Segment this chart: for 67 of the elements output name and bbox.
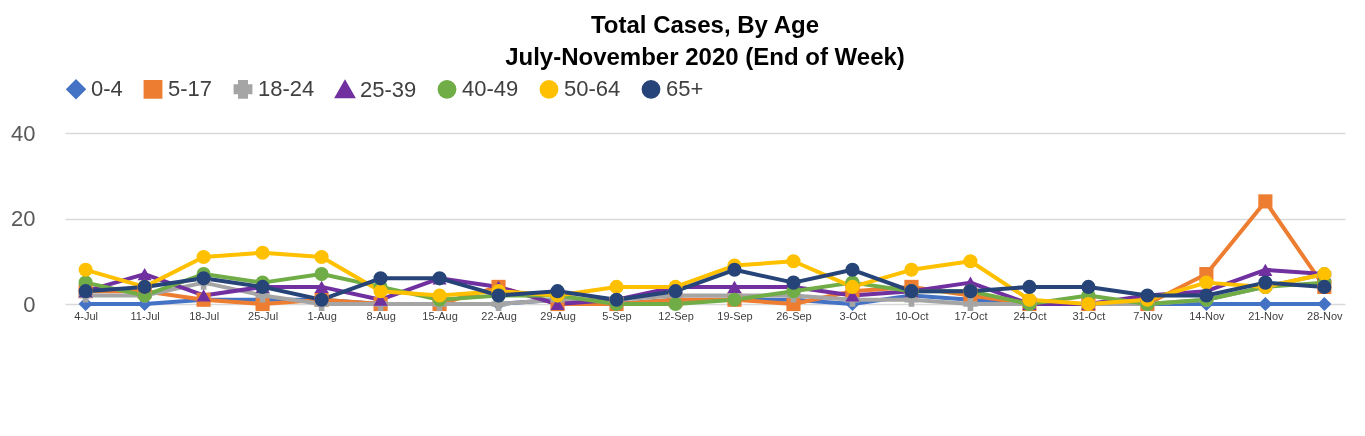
point — [196, 249, 211, 265]
x-tick-label: 26-Sep — [776, 309, 812, 322]
chart-subtitle: July-November 2020 (End of Week) — [505, 43, 905, 70]
x-tick-label: 14-Nov — [1189, 309, 1226, 322]
point — [963, 296, 978, 312]
point — [1258, 275, 1273, 290]
point — [314, 249, 329, 265]
point — [1081, 279, 1096, 294]
x-tick-label: 29-Aug — [540, 309, 576, 322]
point — [845, 279, 860, 294]
point — [1258, 296, 1273, 312]
point — [1022, 292, 1037, 307]
x-tick-label: 8-Aug — [366, 309, 396, 322]
x-tick-label: 10-Oct — [895, 309, 929, 322]
point — [137, 267, 152, 281]
point — [609, 279, 624, 294]
legend-label: 18-24 — [258, 76, 315, 102]
point — [432, 288, 447, 303]
point — [786, 275, 801, 290]
x-tick-label: 12-Sep — [658, 309, 694, 322]
x-tick-label: 21-Nov — [1248, 309, 1285, 322]
point — [963, 254, 978, 269]
point — [1258, 263, 1273, 276]
point — [845, 262, 860, 277]
x-tick-label: 17-Oct — [954, 309, 988, 322]
x-tick-label: 31-Oct — [1072, 309, 1106, 322]
x-tick-label: 22-Aug — [481, 309, 517, 322]
y-tick-label: 0 — [23, 291, 36, 317]
point — [1022, 279, 1037, 294]
point — [1258, 194, 1273, 209]
x-tick-label: 4-Jul — [74, 309, 99, 322]
legend-label: 5-17 — [168, 76, 213, 102]
point — [78, 262, 93, 277]
point — [550, 284, 565, 299]
point — [1199, 288, 1214, 303]
point — [314, 267, 329, 282]
point — [727, 280, 742, 294]
point — [904, 262, 919, 277]
x-tick-label: 19-Sep — [717, 309, 753, 322]
x-tick-label: 18-Jul — [189, 309, 220, 322]
legend-label: 0-4 — [91, 76, 123, 102]
x-tick-label: 7-Nov — [1133, 309, 1164, 322]
x-tick-label: 28-Nov — [1307, 309, 1344, 322]
x-tick-label: 25-Jul — [248, 309, 279, 322]
point — [1199, 275, 1214, 290]
point — [1317, 296, 1332, 312]
point — [196, 271, 211, 286]
y-tick-label: 20 — [11, 206, 36, 231]
point — [196, 289, 211, 302]
point — [255, 245, 270, 260]
x-tick-label: 24-Oct — [1013, 309, 1047, 322]
x-tick-label: 11-Jul — [130, 309, 160, 322]
x-tick-label: 15-Aug — [422, 309, 458, 322]
legend-label: 50-64 — [564, 76, 621, 102]
point — [727, 262, 742, 277]
point — [373, 284, 388, 299]
legend-label: 40-49 — [462, 76, 519, 102]
y-tick-label: 40 — [11, 120, 36, 146]
chart-title: Total Cases, By Age — [590, 11, 820, 38]
legend-label: 65+ — [666, 76, 704, 102]
x-tick-label: 3-Oct — [839, 309, 867, 322]
point — [314, 280, 329, 294]
x-tick-label: 1-Aug — [307, 309, 337, 322]
point — [373, 271, 388, 286]
x-tick-label: 5-Sep — [602, 309, 632, 322]
point — [786, 254, 801, 269]
legend-label: 25-39 — [360, 76, 417, 102]
